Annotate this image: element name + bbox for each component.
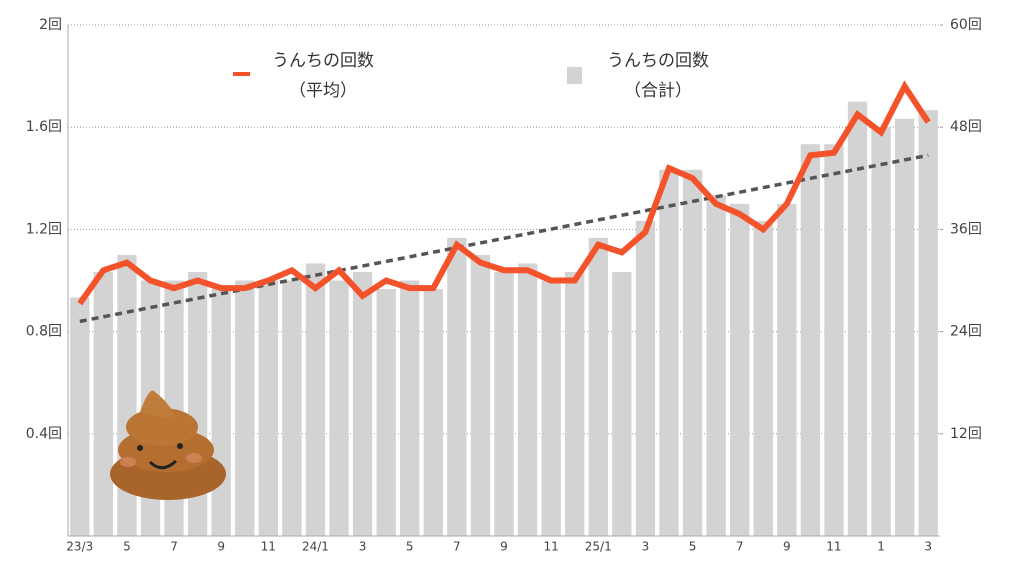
bar [894, 118, 915, 536]
x-tick-label: 3 [642, 540, 650, 554]
x-tick-label: 11 [261, 540, 276, 554]
legend-label: うんちの回数 （平均） [272, 51, 374, 101]
x-tick-label: 3 [924, 540, 932, 554]
bar [305, 263, 326, 536]
bar [70, 297, 90, 536]
bar [517, 263, 538, 536]
bar [164, 280, 184, 536]
y-tick-label: 1.2回 [26, 221, 62, 237]
bar [140, 280, 161, 536]
bar [187, 271, 208, 536]
bar [918, 110, 938, 537]
bar [400, 280, 420, 536]
x-tick-label: 7 [170, 540, 178, 554]
x-tick-label: 24/1 [302, 540, 329, 554]
x-tick-label: 9 [783, 540, 791, 554]
bar [847, 101, 868, 537]
y2-tick-label: 24回 [950, 324, 982, 340]
bar [211, 289, 231, 536]
bar [612, 271, 632, 536]
bar [682, 169, 703, 537]
y2-tick-label: 48回 [950, 119, 982, 135]
x-tick-label: 25/1 [585, 540, 612, 554]
legend-swatch [233, 72, 250, 76]
y2-tick-label: 12回 [950, 426, 982, 442]
x-tick-label: 23/3 [66, 540, 93, 554]
bar [706, 195, 726, 537]
bar [753, 220, 773, 536]
y2-tick-label: 60回 [950, 17, 982, 33]
x-tick-label: 9 [217, 540, 225, 554]
bar [800, 144, 821, 536]
y-tick-label: 2回 [39, 17, 62, 33]
x-tick-label: 3 [359, 540, 367, 554]
x-tick-label: 7 [736, 540, 744, 554]
bar [871, 127, 891, 536]
x-tick-label: 5 [689, 540, 697, 554]
x-tick-label: 7 [453, 540, 461, 554]
x-tick-label: 5 [406, 540, 414, 554]
legend-swatch [567, 67, 582, 84]
bar [93, 271, 114, 536]
x-tick-label: 1 [877, 540, 885, 554]
bar [588, 237, 608, 536]
bar [235, 280, 255, 536]
bar [659, 169, 679, 537]
bar [282, 280, 302, 536]
y-tick-label: 0.8回 [26, 324, 62, 340]
x-tick-label: 11 [826, 540, 841, 554]
bar [824, 144, 844, 536]
y2-tick-label: 36回 [950, 221, 982, 237]
legend-label: うんちの回数 （合計） [607, 51, 709, 101]
bar [494, 271, 514, 536]
bar [117, 254, 137, 536]
bar [447, 237, 467, 536]
bar [541, 280, 561, 536]
y-tick-label: 0.4回 [26, 426, 62, 442]
x-tick-label: 11 [543, 540, 558, 554]
bar [329, 280, 349, 536]
bar [470, 254, 491, 536]
y-tick-label: 1.6回 [26, 119, 62, 135]
bar [352, 271, 373, 536]
bar [635, 220, 656, 536]
bar [423, 289, 443, 536]
x-tick-label: 9 [500, 540, 508, 554]
bar [376, 289, 396, 536]
bar [258, 280, 278, 536]
bar [730, 203, 750, 536]
bar [777, 203, 797, 536]
trend-line [79, 153, 929, 324]
line [77, 80, 931, 306]
bar [565, 271, 585, 536]
x-tick-label: 5 [123, 540, 131, 554]
